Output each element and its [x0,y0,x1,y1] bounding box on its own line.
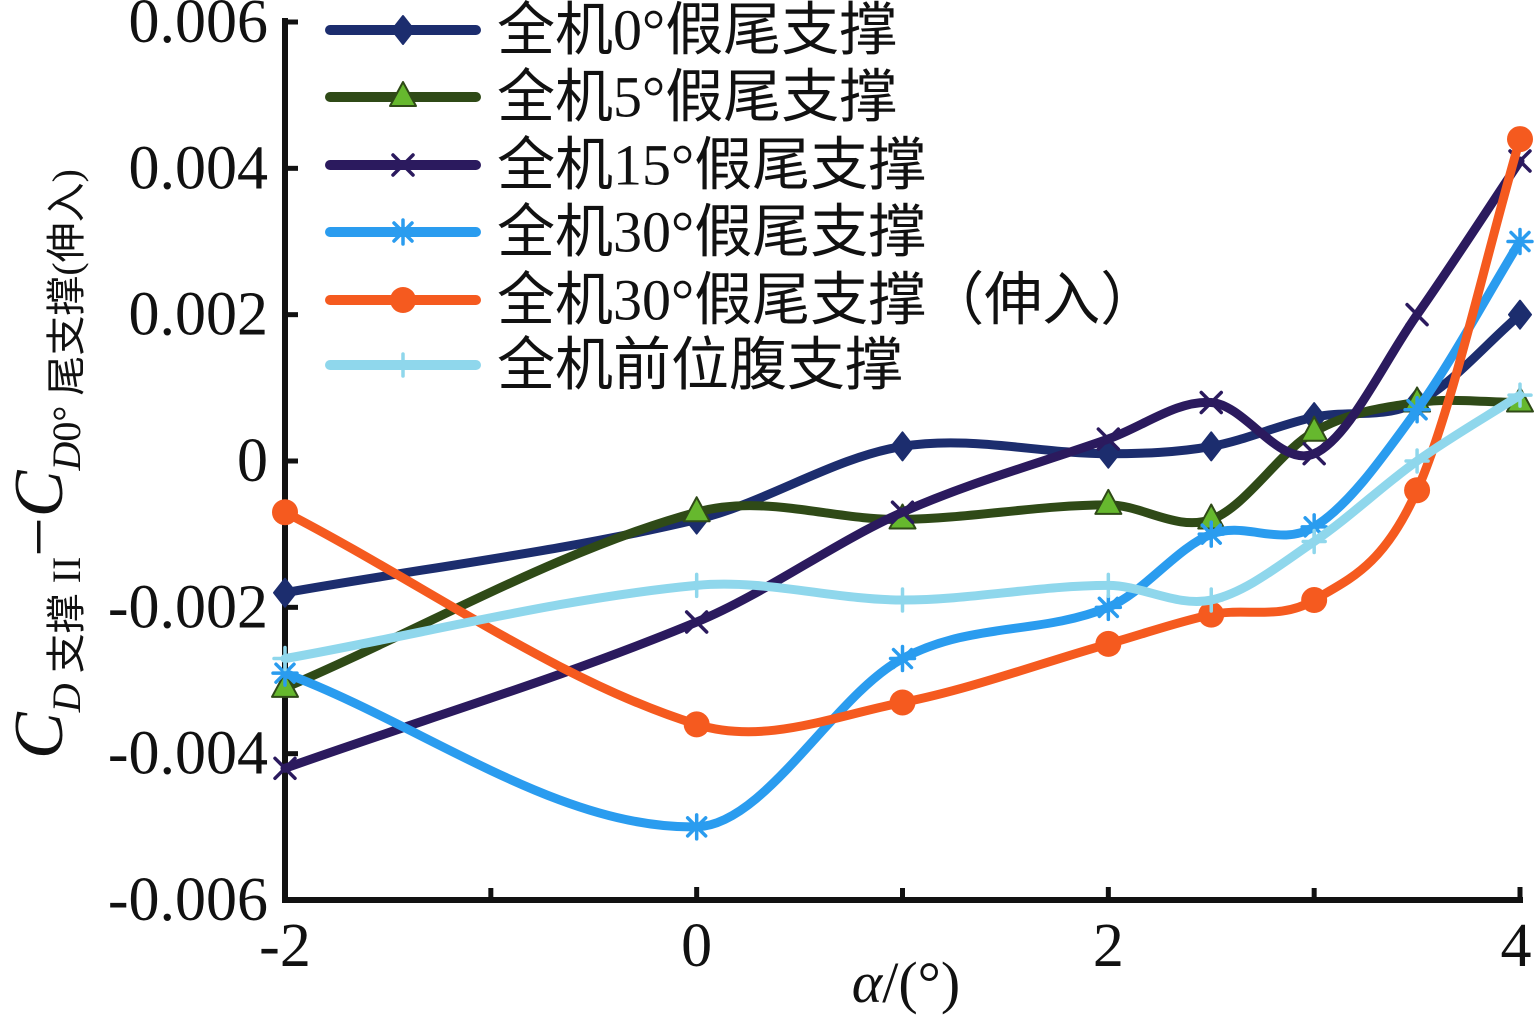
x-axis-label: α/(°) [852,950,960,1015]
x-tick-label: 0 [681,912,712,980]
series-5-point [1095,630,1122,657]
x-label-unit: /(°) [882,950,960,1015]
series-2-point [682,496,711,523]
series-5-point [1507,126,1533,153]
y-label-term2-symbol: C [1,469,78,517]
series-6-point [1404,448,1430,474]
series-6-point [1095,572,1122,599]
legend-marker [390,287,416,313]
legend-marker [390,352,416,378]
series-6-point [1507,382,1533,408]
series-4-point [1197,520,1225,548]
series-6-point [272,645,298,672]
x-tick-label: 2 [1093,912,1124,980]
y-tick-label: 0.004 [129,134,269,202]
series-3-point [890,500,915,524]
y-label-term1-symbol: C [1,711,78,759]
series-3-point [684,610,709,634]
series-4-point [888,644,917,673]
legend-label: 全机30°假尾支撑（伸入） [497,268,1158,333]
y-tick-label: 0.006 [129,0,269,56]
series-4-point [1403,396,1431,424]
series-6-point [1301,528,1327,555]
legend-label: 全机15°假尾支撑 [497,133,926,198]
series-2-point [1300,415,1329,442]
legend-marker [391,153,415,177]
series-6-point [683,572,710,599]
series-5 [272,126,1533,738]
series-3-point [1096,427,1121,451]
legend-marker [389,81,417,107]
y-tick-label: 0 [237,427,268,495]
series-3-point [1199,390,1223,415]
x-label-variable: α [852,950,884,1015]
series-2-line [280,395,1525,693]
legend: 全机0°假尾支撑 全机5°假尾支撑 全机15°假尾支撑 全机30°假尾支撑 全机… [325,0,1158,398]
y-tick-label: 0.002 [129,281,269,349]
legend-label: 全机5°假尾支撑 [497,65,897,130]
series-6-point [1198,587,1224,613]
series-2-point [1094,488,1123,515]
series-5-point [1301,587,1328,614]
y-label-term2-sub-text: 0° 尾支撑(伸入) [44,169,89,442]
series-3-point [1302,441,1326,466]
series-3-point [273,756,297,781]
y-label-term1-sub-var: D [44,683,89,713]
series-6-point [889,587,916,613]
series-4-point [1094,593,1123,622]
legend-entry: 全机前位腹支撑 [325,333,903,398]
series-4 [271,227,1534,841]
legend-entry: 全机15°假尾支撑 [325,133,926,198]
plot-series [271,126,1534,841]
legend-entry: 全机0°假尾支撑 [325,0,897,63]
series-5-point [1198,601,1225,628]
x-tick-label: -2 [259,912,311,980]
legend-label: 全机30°假尾支撑 [497,200,926,265]
axes: 0.006 0.004 0.002 0 -0.002 -0.004 -0.006-2 0 2 4 [108,0,1532,980]
series-4-point [271,659,299,687]
series-1-point [1508,299,1532,330]
legend-entry: 全机30°假尾支撑（伸入） [325,268,1158,333]
x-tick-label: 4 [1501,912,1532,980]
series-1-point [890,431,915,462]
legend-marker [391,15,415,45]
y-label-term1-sub-text: 支撑 II [44,557,89,684]
y-tick-label: -0.002 [108,573,268,641]
legend-marker [389,218,417,246]
series-5-point [272,499,298,526]
series-5-point [1404,477,1431,504]
legend-label: 全机前位腹支撑 [497,333,903,398]
legend-entry: 全机30°假尾支撑 [325,200,926,265]
y-tick-label: -0.004 [108,720,268,788]
series-5-point [889,689,916,716]
series-4-point [682,813,711,841]
series-5-point [683,711,710,738]
y-tick-label: -0.006 [108,866,268,934]
y-label-term2-sub-var: D [44,442,89,472]
legend-label: 全机0°假尾支撑 [497,0,897,63]
series-4-point [1300,513,1328,541]
legend-entry: 全机5°假尾支撑 [325,65,897,130]
y-label-operator: − [1,517,78,556]
series-1-point [273,577,297,608]
series-3-point [1405,302,1429,327]
y-axis-label: CD 支撑 II−CD0° 尾支撑(伸入) [1,169,89,759]
series-1-point [1199,431,1224,462]
series-4-point [1506,227,1534,256]
series-6 [272,382,1533,672]
